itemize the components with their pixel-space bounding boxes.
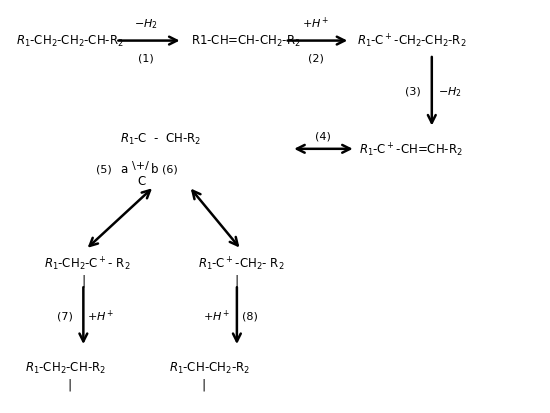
Text: (6): (6) xyxy=(162,164,178,174)
Text: |: | xyxy=(201,377,205,390)
Text: (2): (2) xyxy=(308,53,324,63)
Text: |: | xyxy=(235,273,239,286)
Text: $R_1$-C$^+$-CH$_2$- R$_2$: $R_1$-C$^+$-CH$_2$- R$_2$ xyxy=(197,255,284,272)
Text: $R_1$-C$^+$-CH$_2$-CH$_2$-R$_2$: $R_1$-C$^+$-CH$_2$-CH$_2$-R$_2$ xyxy=(356,33,466,50)
Text: (4): (4) xyxy=(315,131,331,141)
Text: (7): (7) xyxy=(57,311,73,320)
Text: $R_1$-CH$_2$-CH-R$_2$: $R_1$-CH$_2$-CH-R$_2$ xyxy=(25,360,106,375)
Text: b: b xyxy=(151,163,158,176)
Text: $R_1$-C  -  CH-R$_2$: $R_1$-C - CH-R$_2$ xyxy=(120,132,201,147)
Text: (1): (1) xyxy=(138,53,153,63)
Text: \+/: \+/ xyxy=(133,161,149,171)
Text: (3): (3) xyxy=(405,87,421,97)
Text: |: | xyxy=(81,273,85,286)
Text: R1-CH=CH-CH$_2$-R$_2$: R1-CH=CH-CH$_2$-R$_2$ xyxy=(191,34,300,49)
Text: |: | xyxy=(67,377,72,390)
Text: $R_1$-C$^+$-CH=CH-R$_2$: $R_1$-C$^+$-CH=CH-R$_2$ xyxy=(359,141,463,158)
Text: C: C xyxy=(138,175,146,188)
Text: $+H^+$: $+H^+$ xyxy=(302,15,329,31)
Text: $R_1$-CH$_2$-CH$_2$-CH-R$_2$: $R_1$-CH$_2$-CH$_2$-CH-R$_2$ xyxy=(16,34,124,49)
Text: $-H_2$: $-H_2$ xyxy=(438,85,462,98)
Text: $-H_2$: $-H_2$ xyxy=(134,17,157,31)
Text: $+H^+$: $+H^+$ xyxy=(203,308,230,323)
Text: $+H^+$: $+H^+$ xyxy=(87,308,115,323)
Text: a: a xyxy=(120,163,127,176)
Text: (5): (5) xyxy=(96,164,112,174)
Text: $R_1$-CH$_2$-C$^+$- R$_2$: $R_1$-CH$_2$-C$^+$- R$_2$ xyxy=(43,255,130,272)
Text: $R_1$-CH-CH$_2$-R$_2$: $R_1$-CH-CH$_2$-R$_2$ xyxy=(169,360,250,375)
Text: (8): (8) xyxy=(243,311,258,320)
